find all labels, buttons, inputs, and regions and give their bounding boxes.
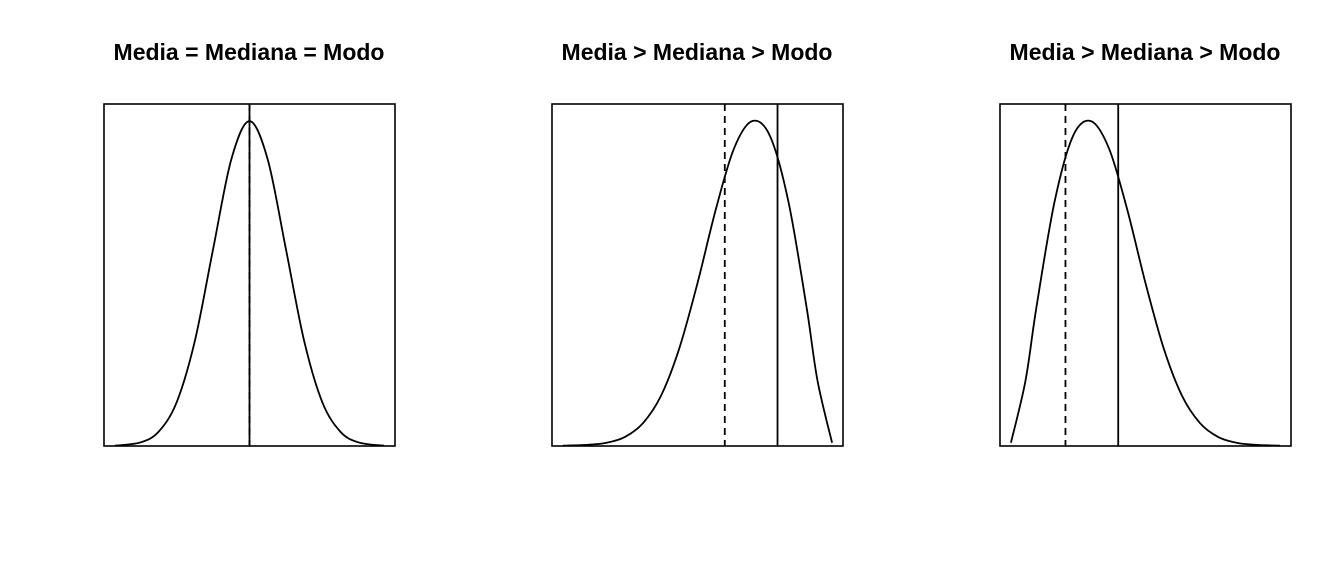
panel-3-density-curve bbox=[1010, 119, 1281, 447]
panel-3-title: Media > Mediana > Modo bbox=[1010, 39, 1281, 65]
panel-1: Media = Mediana = Modo bbox=[103, 39, 396, 447]
panel-2-density-curve bbox=[562, 119, 833, 447]
panel-3: Media > Mediana > Modo bbox=[999, 39, 1292, 447]
panel-2-frame bbox=[551, 103, 844, 447]
panel-3-frame bbox=[999, 103, 1292, 447]
panel-1-title: Media = Mediana = Modo bbox=[114, 39, 385, 65]
panel-2: Media > Mediana > Modo bbox=[551, 39, 844, 447]
panel-2-title: Media > Mediana > Modo bbox=[562, 39, 833, 65]
